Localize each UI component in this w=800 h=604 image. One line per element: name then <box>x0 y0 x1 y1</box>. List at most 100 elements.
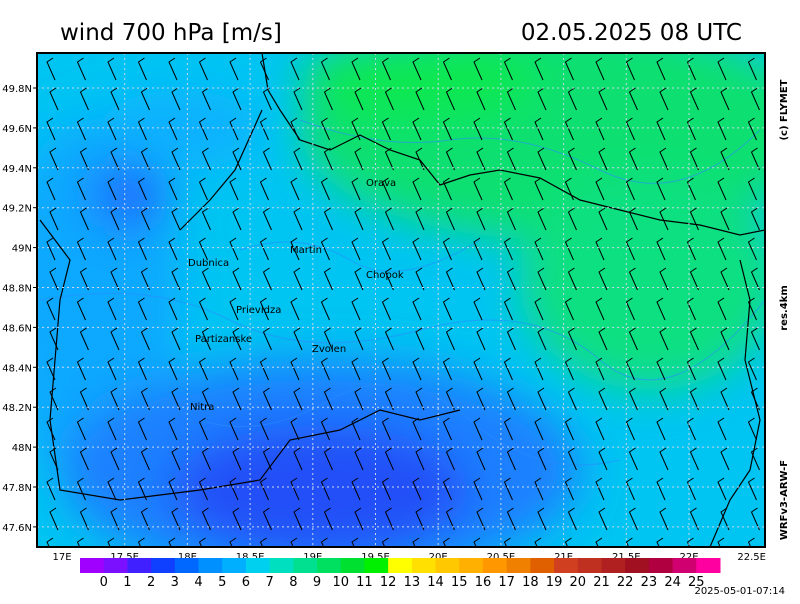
color-legend: 0 1 2 3 4 5 6 7 8 9 10 11 12 13 14 15 16 17 18 19 20 21 22 23 24… <box>80 558 721 590</box>
wind-barb <box>110 207 120 231</box>
wind-barb <box>323 447 333 471</box>
wind-barb <box>656 117 666 141</box>
x-tick-label: 17E <box>52 552 71 563</box>
wind-barb <box>750 447 760 471</box>
wind-field <box>37 53 765 547</box>
wind-barb <box>750 327 760 351</box>
wind-barb <box>506 507 516 531</box>
legend-swatch <box>364 558 389 573</box>
wind-barb <box>473 417 483 441</box>
wind-barb <box>412 417 422 441</box>
wind-barb <box>659 447 669 471</box>
legend-swatch <box>127 558 152 573</box>
wind-barb <box>354 507 364 531</box>
wind-barb <box>534 297 544 321</box>
wind-barb <box>595 117 605 141</box>
wind-barb <box>381 477 391 501</box>
wind-barb <box>259 537 267 547</box>
wind-barb <box>567 267 577 291</box>
legend-label: 5 <box>218 575 226 590</box>
wind-barb <box>567 147 577 171</box>
x-tick-label: 21.5E <box>612 552 641 563</box>
wind-barb <box>412 177 422 201</box>
wind-barb <box>229 177 239 201</box>
wind-barb <box>503 357 513 381</box>
wind-barb <box>201 327 211 351</box>
y-tick-label: 48.4N <box>2 363 32 374</box>
wind-barb <box>49 147 59 171</box>
y-tick-label: 48.2N <box>2 403 32 414</box>
wind-barb <box>140 447 150 471</box>
x-tick-label: 18.5E <box>236 552 265 563</box>
wind-barb <box>76 57 86 81</box>
wind-barb <box>656 537 664 547</box>
wind-barb <box>76 117 86 141</box>
wind-barb <box>323 507 333 531</box>
wind-barb <box>628 387 638 411</box>
wind-barb <box>598 207 608 231</box>
wind-barb <box>110 267 120 291</box>
legend-swatch <box>103 558 128 573</box>
wind-barb <box>625 57 635 81</box>
legend-label: 23 <box>641 575 658 590</box>
wind-barb <box>293 147 303 171</box>
wind-barb <box>107 117 117 141</box>
timestamp: 2025-05-01-07:14 <box>694 586 785 597</box>
wind-barb <box>79 267 89 291</box>
wind-barb <box>686 417 696 441</box>
datetime: 02.05.2025 08 UTC <box>521 20 742 46</box>
wind-barb <box>595 177 605 201</box>
wind-barb <box>625 237 635 261</box>
wind-barb <box>750 507 760 531</box>
legend-swatch <box>80 558 105 573</box>
wind-barb <box>171 87 181 111</box>
wind-barb <box>659 147 669 171</box>
legend-swatch <box>222 558 247 573</box>
wind-barb <box>442 57 452 81</box>
wind-barb <box>229 417 239 441</box>
wind-barb <box>686 177 696 201</box>
y-tick-label: 49N <box>12 244 32 255</box>
legend-swatch <box>340 558 365 573</box>
wind-barb <box>537 207 547 231</box>
wind-barb <box>232 507 242 531</box>
wind-barb <box>473 237 483 261</box>
wind-barb <box>46 237 56 261</box>
legend-label: 17 <box>498 575 515 590</box>
wind-barb <box>201 87 211 111</box>
wind-barb <box>229 117 239 141</box>
wind-barb <box>412 297 422 321</box>
wind-barb <box>232 207 242 231</box>
wind-barb <box>747 537 755 547</box>
wind-barb <box>262 387 272 411</box>
wind-barb <box>201 207 211 231</box>
wind-barb <box>384 387 394 411</box>
wind-barb <box>290 177 300 201</box>
wind-barb <box>686 477 696 501</box>
wind-barb <box>137 297 147 321</box>
wind-barb <box>506 387 516 411</box>
legend-label: 10 <box>332 575 349 590</box>
legend-swatch <box>174 558 200 573</box>
wind-barb <box>171 327 181 351</box>
legend-swatch <box>648 558 674 573</box>
y-tick-label: 49.8N <box>2 84 32 95</box>
wind-barb <box>473 357 483 381</box>
legend-label: 19 <box>546 575 563 590</box>
wind-barb <box>110 447 120 471</box>
wind-barb <box>171 447 181 471</box>
legend-swatch <box>435 558 460 573</box>
city-label: Prievidza <box>236 305 281 316</box>
y-tick-label: 49.6N <box>2 124 32 135</box>
wind-barb <box>381 297 391 321</box>
wind-barb <box>720 387 730 411</box>
wind-barb <box>110 87 120 111</box>
wind-barb <box>259 417 269 441</box>
wind-barb <box>381 117 391 141</box>
wind-barb <box>320 177 330 201</box>
wind-barb <box>110 147 120 171</box>
wind-barb <box>717 417 727 441</box>
wind-barb <box>534 477 544 501</box>
wind-barb <box>598 387 608 411</box>
city-label: Zvolen <box>312 344 346 355</box>
